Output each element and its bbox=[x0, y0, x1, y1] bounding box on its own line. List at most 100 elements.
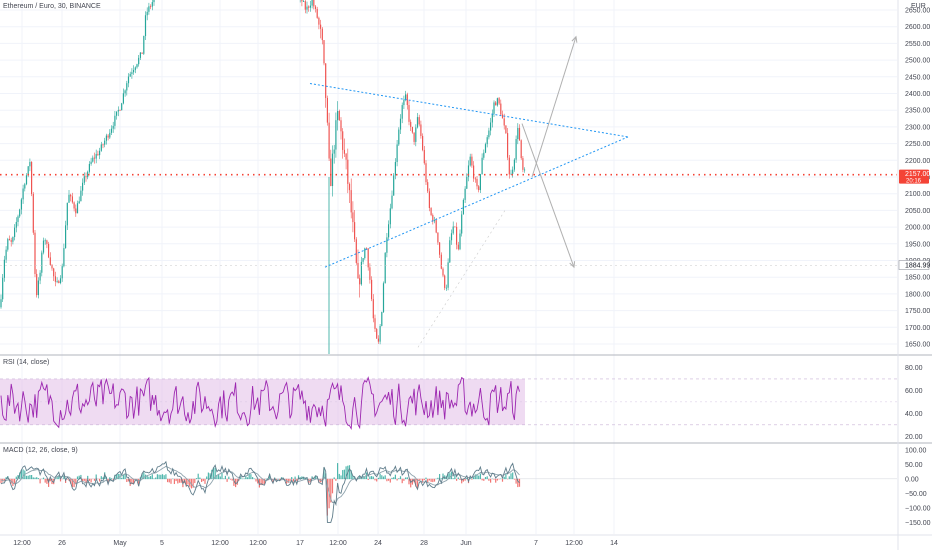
candle-body bbox=[383, 283, 384, 312]
candle-body bbox=[500, 104, 501, 115]
candle-body bbox=[2, 278, 3, 299]
macd-histogram-bar bbox=[148, 477, 149, 479]
candle-body bbox=[470, 157, 471, 166]
candle-body bbox=[420, 124, 421, 136]
projection-down-target[interactable] bbox=[522, 124, 574, 268]
macd-histogram-bar bbox=[169, 479, 170, 483]
candle-body bbox=[113, 126, 114, 129]
candle-body bbox=[16, 222, 17, 228]
macd-histogram-bar bbox=[371, 476, 372, 479]
candle-body bbox=[130, 74, 131, 77]
candle-body bbox=[26, 175, 27, 184]
candle-body bbox=[478, 186, 479, 190]
candle-body bbox=[89, 164, 90, 172]
candle-body bbox=[97, 154, 98, 155]
macd-histogram-bar bbox=[334, 477, 335, 479]
candle-body bbox=[75, 208, 76, 213]
macd-histogram-bar bbox=[502, 479, 503, 482]
macd-histogram-bar bbox=[38, 478, 39, 479]
candle-body bbox=[40, 273, 41, 281]
candle-body bbox=[99, 151, 100, 155]
candle-body bbox=[301, 0, 302, 1]
macd-tick-label: 0.00 bbox=[905, 476, 919, 483]
macd-histogram-bar bbox=[31, 475, 32, 479]
macd-histogram-bar bbox=[26, 476, 27, 479]
time-tick-label: 26 bbox=[58, 540, 66, 547]
last-price-label: 2157.00 bbox=[905, 171, 930, 178]
candle-body bbox=[72, 196, 73, 202]
time-tick-label: 7 bbox=[534, 540, 538, 547]
macd-histogram-bar bbox=[89, 479, 90, 481]
price-tick-label: 1850.00 bbox=[905, 275, 930, 282]
candle-body bbox=[79, 201, 80, 203]
macd-histogram-bar bbox=[230, 479, 231, 480]
candle-body bbox=[111, 129, 112, 133]
macd-histogram-bar bbox=[201, 479, 202, 482]
projection-up-target[interactable] bbox=[532, 37, 576, 177]
candle-body bbox=[429, 191, 430, 208]
candle-body bbox=[142, 52, 143, 53]
candle-body bbox=[58, 281, 59, 283]
candle-body bbox=[50, 257, 51, 265]
candle-body bbox=[351, 190, 352, 212]
macd-histogram-bar bbox=[482, 479, 483, 480]
currency-label: EUR bbox=[911, 3, 926, 10]
macd-histogram-bar bbox=[385, 475, 386, 479]
macd-histogram-bar bbox=[227, 479, 228, 482]
macd-title: MACD (12, 26, close, 9) bbox=[3, 447, 78, 454]
price-tick-label: 2300.00 bbox=[905, 124, 930, 131]
macd-histogram-bar bbox=[36, 477, 37, 479]
candle-body bbox=[504, 118, 505, 125]
candle-body bbox=[131, 72, 132, 74]
macd-histogram-bar bbox=[155, 478, 156, 480]
price-tick-label: 2500.00 bbox=[905, 58, 930, 65]
trendline-triangle-lower[interactable] bbox=[325, 137, 628, 267]
macd-histogram-bar bbox=[34, 478, 35, 480]
candle-body bbox=[68, 195, 69, 203]
macd-histogram-bar bbox=[432, 479, 433, 482]
macd-histogram-bar bbox=[165, 474, 166, 479]
candle-body bbox=[108, 136, 109, 138]
candle-body bbox=[143, 36, 144, 54]
macd-histogram-bar bbox=[368, 479, 369, 480]
candle-body bbox=[303, 1, 304, 2]
macd-histogram-bar bbox=[434, 479, 435, 482]
macd-histogram-bar bbox=[157, 474, 158, 479]
macd-histogram-bar bbox=[441, 478, 442, 479]
candle-body bbox=[390, 208, 391, 224]
time-tick-label: May bbox=[113, 540, 127, 547]
candle-body bbox=[391, 196, 392, 209]
candle-body bbox=[23, 189, 24, 200]
candle-body bbox=[519, 128, 520, 140]
macd-histogram-bar bbox=[340, 475, 341, 479]
macd-histogram-bar bbox=[453, 478, 454, 479]
candle-body bbox=[153, 0, 154, 2]
candle-body bbox=[80, 191, 81, 202]
candle-body bbox=[315, 6, 316, 9]
macd-histogram-bar bbox=[289, 479, 290, 481]
candle-body bbox=[524, 170, 525, 171]
candle-body bbox=[485, 144, 486, 153]
candle-body bbox=[461, 214, 462, 233]
candle-body bbox=[62, 266, 63, 278]
macd-histogram-bar bbox=[125, 474, 126, 479]
macd-histogram-bar bbox=[160, 475, 161, 479]
price-tick-label: 2600.00 bbox=[905, 24, 930, 31]
candle-body bbox=[329, 123, 330, 159]
macd-histogram-bar bbox=[499, 479, 500, 480]
candle-body bbox=[364, 248, 365, 258]
macd-histogram-bar bbox=[402, 479, 403, 483]
candle-body bbox=[36, 274, 37, 295]
candle-body bbox=[380, 326, 381, 342]
candle-body bbox=[425, 163, 426, 182]
macd-histogram-bar bbox=[16, 477, 17, 480]
macd-histogram-bar bbox=[361, 479, 362, 480]
candle-body bbox=[340, 120, 341, 131]
candle-body bbox=[7, 239, 8, 250]
candle-body bbox=[381, 312, 382, 326]
macd-histogram-bar bbox=[471, 479, 472, 480]
candle-body bbox=[456, 227, 457, 245]
price-tick-label: 2350.00 bbox=[905, 108, 930, 115]
candle-body bbox=[38, 281, 39, 296]
